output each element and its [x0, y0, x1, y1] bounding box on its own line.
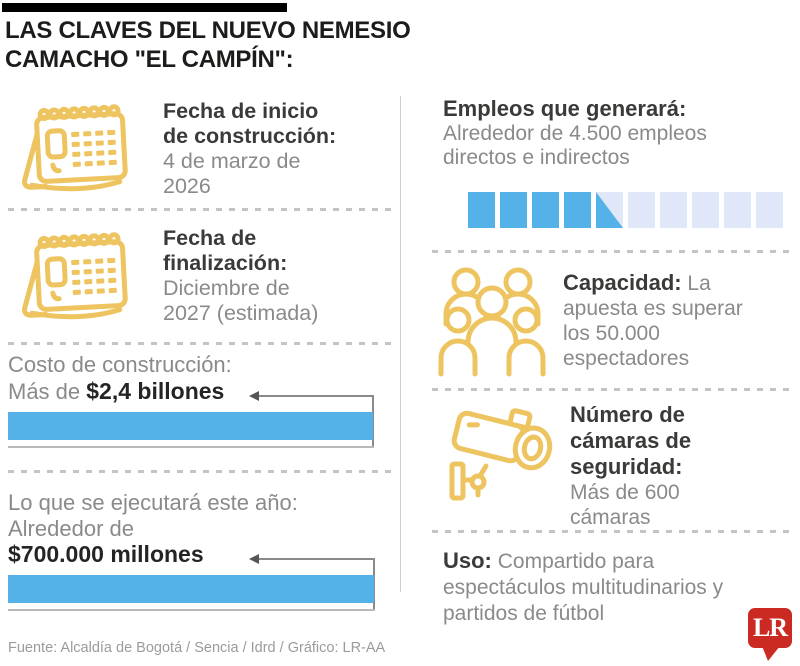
left-arrow-icon: [249, 554, 259, 564]
jobs-segment-bar: [468, 192, 783, 228]
divider-dashed: [8, 470, 396, 473]
usage-text: Compartido para espectáculos multitudina…: [443, 550, 724, 625]
end-date-value-line: 2027 (estimada): [163, 301, 319, 325]
cameras-label: Número de cámaras de seguridad:: [570, 402, 692, 479]
cost-bar-connector: [372, 395, 374, 448]
cost-amount: Más de $2,4 billones: [8, 378, 224, 405]
cost-bar-baseline: [8, 446, 374, 448]
execution-bar: [8, 554, 375, 612]
execution-bar-arrow-line: [258, 558, 375, 560]
jobs-segment: [724, 192, 751, 228]
jobs-segment: [564, 192, 591, 228]
security-camera-icon: [449, 408, 553, 501]
start-date-title-line: de construcción:: [163, 124, 337, 148]
capacity-section: Capacidad: La apuesta es superar los 50.…: [563, 270, 751, 371]
jobs-segment: [596, 192, 623, 228]
page-title-line: LAS CLAVES DEL NUEVO NEMESIO: [5, 17, 411, 44]
jobs-title: Empleos que generará:: [443, 96, 687, 121]
page-title: LAS CLAVES DEL NUEVO NEMESIO CAMACHO "EL…: [5, 16, 411, 74]
jobs-description: Alrededor de 4.500 empleos directos e in…: [443, 122, 707, 170]
lr-logo-text: LR: [752, 613, 788, 642]
end-date-value-line: Diciembre de: [163, 276, 290, 300]
cost-bar-arrow-line: [258, 395, 374, 397]
source-credit: Fuente: Alcaldía de Bogotá / Sencia / Id…: [8, 640, 386, 656]
execution-bar-connector: [373, 558, 375, 611]
cost-amount-prefix: Más de: [8, 379, 87, 404]
cost-bar: [8, 391, 374, 449]
divider-dashed: [432, 250, 796, 253]
start-date-section: Fecha de inicio de construcción: 4 de ma…: [163, 99, 336, 199]
start-date-title-line: Fecha de inicio: [163, 99, 319, 123]
jobs-segment: [628, 192, 655, 228]
cost-bar-fill: [8, 412, 373, 440]
cost-amount-value: $2,4 billones: [86, 378, 225, 404]
cameras-text: Más de 600 cámaras: [570, 481, 680, 529]
jobs-segment: [532, 192, 559, 228]
calendar-icon: [22, 104, 128, 192]
execution-prefix: Alrededor de: [8, 516, 134, 541]
end-date-section: Fecha de finalización: Diciembre de 2027…: [163, 226, 318, 326]
start-date-value-line: 2026: [163, 174, 211, 198]
end-date-title-line: finalización:: [163, 251, 288, 275]
header-black-bar: [2, 3, 287, 12]
jobs-segment: [756, 192, 783, 228]
execution-bar-baseline: [8, 609, 375, 611]
cost-label: Costo de construcción:: [8, 352, 232, 377]
divider-dashed: [432, 388, 796, 391]
start-date-value-line: 4 de marzo de: [163, 149, 301, 173]
cameras-section: Número de cámaras de seguridad: Más de 6…: [570, 402, 724, 530]
jobs-segment: [500, 192, 527, 228]
left-arrow-icon: [249, 391, 259, 401]
capacity-text: La apuesta es superar los 50.000 especta…: [563, 272, 743, 370]
page-title-line: CAMACHO "EL CAMPÍN":: [5, 46, 294, 73]
usage-label: Uso:: [443, 548, 492, 573]
usage-section: Uso: Compartido para espectáculos multit…: [443, 548, 735, 627]
divider-dashed: [432, 530, 796, 533]
jobs-segment: [660, 192, 687, 228]
column-divider: [400, 96, 401, 592]
jobs-description-line: directos e indirectos: [443, 146, 630, 169]
capacity-label: Capacidad:: [563, 270, 682, 295]
jobs-segment: [692, 192, 719, 228]
divider-dashed: [8, 342, 396, 345]
end-date-title-line: Fecha de: [163, 226, 257, 250]
execution-amount: $700.000 millones: [8, 541, 204, 567]
execution-label: Lo que se ejecutará este año:: [8, 490, 298, 515]
lr-logo: LR: [748, 608, 792, 661]
jobs-description-line: Alrededor de 4.500 empleos: [443, 122, 707, 145]
jobs-segment: [468, 192, 495, 228]
calendar-icon: [22, 232, 128, 320]
execution-bar-fill: [8, 575, 374, 603]
divider-dashed: [8, 208, 396, 211]
crowd-icon: [438, 267, 546, 377]
